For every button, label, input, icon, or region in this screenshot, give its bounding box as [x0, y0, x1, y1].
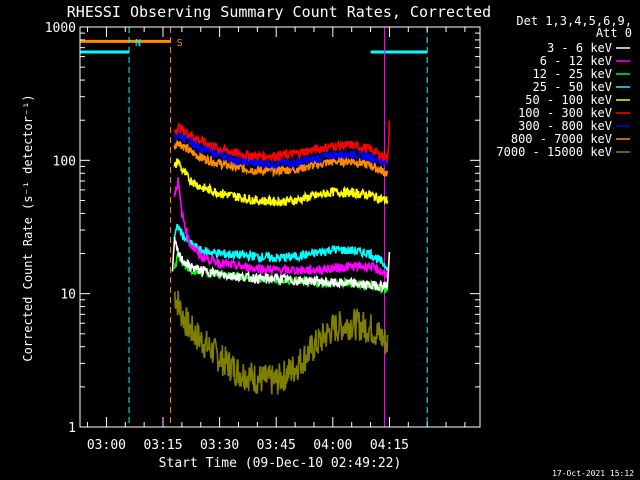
series-line-3 — [173, 224, 389, 271]
y-tick-label-1: 1 — [68, 421, 76, 436]
legend-label-3: 25 - 50 keV — [533, 80, 612, 94]
y-axis-label: Corrected Count Rate (s⁻¹ detector⁻¹) — [21, 94, 35, 361]
series-line-8 — [173, 290, 389, 395]
legend-label-1: 6 - 12 keV — [540, 54, 612, 68]
series-line-5 — [173, 120, 391, 163]
x-axis-label: Start Time (09-Dec-10 02:49:22) — [159, 456, 402, 471]
legend-label-2: 12 - 25 keV — [533, 67, 612, 81]
legend-header-line-2: Att 0 — [596, 26, 632, 40]
series-line-1 — [173, 177, 389, 279]
x-tick-label-03:45: 03:45 — [257, 438, 296, 453]
x-tick-label-04:15: 04:15 — [370, 438, 409, 453]
y-tick-label-100: 100 — [53, 154, 76, 169]
legend-label-8: 7000 - 15000 keV — [496, 145, 612, 159]
y-tick-label-1000: 1000 — [45, 21, 76, 36]
x-tick-label-03:15: 03:15 — [143, 438, 182, 453]
legend-label-4: 50 - 100 keV — [525, 93, 612, 107]
legend-label-5: 100 - 300 keV — [518, 106, 612, 120]
chart-title: RHESSI Observing Summary Count Rates, Co… — [67, 3, 491, 21]
legend-label-7: 800 - 7000 keV — [511, 132, 612, 146]
legend-header-line-1: Det 1,3,4,5,6,9, — [516, 14, 632, 28]
plot-frame — [79, 26, 481, 428]
y-tick-label-10: 10 — [60, 288, 76, 303]
series-line-7 — [173, 140, 389, 178]
marker-label-S: S — [177, 38, 183, 49]
series-line-4 — [173, 158, 389, 207]
series-line-0 — [171, 236, 391, 294]
x-tick-label-04:00: 04:00 — [313, 438, 352, 453]
x-tick-label-03:30: 03:30 — [200, 438, 239, 453]
x-tick-label-03:00: 03:00 — [87, 438, 126, 453]
marker-label-N: N — [135, 38, 141, 49]
legend-label-0: 3 - 6 keV — [547, 41, 612, 55]
timestamp-footer: 17-Oct-2021 15:12 — [552, 469, 634, 478]
legend-label-6: 300 - 800 keV — [518, 119, 612, 133]
